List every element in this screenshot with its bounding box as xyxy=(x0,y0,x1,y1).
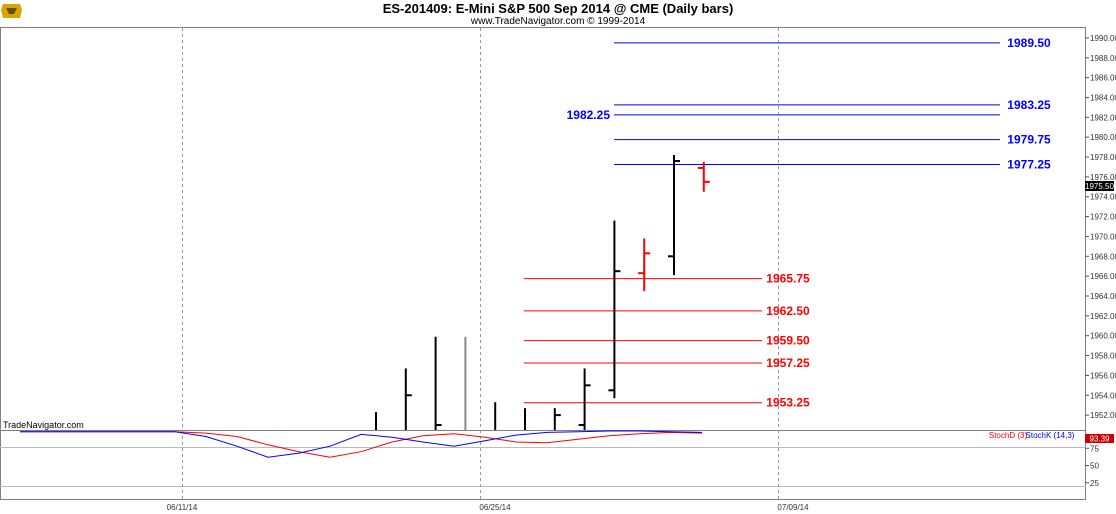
price-tick-label: 1952.00 xyxy=(1090,411,1116,420)
price-tick-label: 1980.00 xyxy=(1090,133,1116,142)
date-tick-label: 06/25/14 xyxy=(479,503,511,512)
blue-level-label: 1977.25 xyxy=(1007,157,1051,171)
price-tick-label: 1972.00 xyxy=(1090,213,1116,222)
price-tick-label: 1970.00 xyxy=(1090,232,1116,241)
last-price-label: 1975.50 xyxy=(1085,182,1114,191)
ohlc-bar xyxy=(608,220,621,399)
price-tick-label: 1990.00 xyxy=(1090,34,1116,43)
stoch-series-line xyxy=(20,431,703,458)
ohlc-bar xyxy=(578,368,591,430)
stochastic-pane: 75 50 25 xyxy=(20,430,1099,488)
chart-title: ES-201409: E-Mini S&P 500 Sep 2014 @ CME… xyxy=(383,1,734,16)
price-tick-label: 1966.00 xyxy=(1090,272,1116,281)
stoch-tick-label: 75 xyxy=(1090,444,1099,453)
ohlc-bar xyxy=(638,238,651,292)
price-tick-label: 1974.00 xyxy=(1090,193,1116,202)
legend-stochd: StochD (3) xyxy=(989,431,1028,440)
watermark: TradeNavigator.com xyxy=(3,420,84,430)
price-tick-label: 1982.00 xyxy=(1090,113,1116,122)
price-tick-label: 1960.00 xyxy=(1090,332,1116,341)
price-levels: 1989.50 1983.25 1982.25 1979.75 1977.25 1965.… xyxy=(524,36,1051,410)
stoch-tick-label: 50 xyxy=(1090,462,1099,471)
red-level-label: 1962.50 xyxy=(766,304,810,318)
blue-level-label: 1989.50 xyxy=(1007,36,1051,50)
chart-subtitle: www.TradeNavigator.com © 1999-2014 xyxy=(470,16,646,27)
price-axis: 1990.00 1988.00 1986.00 1984.00 1982.00 1980.… xyxy=(1085,34,1116,420)
ohlc-bar xyxy=(404,368,412,430)
price-tick-label: 1956.00 xyxy=(1090,371,1116,380)
price-tick-label: 1968.00 xyxy=(1090,252,1116,261)
price-tick-label: 1954.00 xyxy=(1090,391,1116,400)
price-tick-label: 1978.00 xyxy=(1090,153,1116,162)
blue-level-label: 1983.25 xyxy=(1007,98,1051,112)
legend-stochk: StochK (14,3) xyxy=(1026,431,1075,440)
ohlc-bar xyxy=(697,162,710,192)
stoch-value-label: 93.39 xyxy=(1089,435,1110,444)
red-level-label: 1965.75 xyxy=(766,272,810,286)
price-tick-label: 1986.00 xyxy=(1090,74,1116,83)
date-axis: 06/11/14 06/25/14 07/09/14 xyxy=(167,503,809,512)
price-tick-label: 1984.00 xyxy=(1090,93,1116,102)
price-tick-label: 1976.00 xyxy=(1090,173,1116,182)
blue-level-label: 1979.75 xyxy=(1007,133,1051,147)
price-tick-label: 1962.00 xyxy=(1090,312,1116,321)
red-level-label: 1959.50 xyxy=(766,334,810,348)
date-tick-label: 06/11/14 xyxy=(167,503,198,512)
chart-frame xyxy=(0,27,1086,500)
ohlc-bar xyxy=(553,408,561,430)
ohlc-bars xyxy=(375,155,710,430)
red-level-label: 1953.25 xyxy=(766,396,810,410)
ohlc-bar xyxy=(668,155,680,276)
date-tick-label: 07/09/14 xyxy=(777,503,809,512)
stoch-value-badge xyxy=(1085,434,1114,443)
price-tick-label: 1964.00 xyxy=(1090,292,1116,301)
price-tick-label: 1958.00 xyxy=(1090,352,1116,361)
last-price-badge xyxy=(1085,181,1114,191)
price-tick-label: 1988.00 xyxy=(1090,54,1116,63)
stoch-series-line xyxy=(20,430,703,458)
red-level-label: 1957.25 xyxy=(766,356,810,370)
ohlc-bar xyxy=(434,336,442,430)
trade-navigator-logo-icon[interactable] xyxy=(1,4,22,18)
stoch-tick-label: 25 xyxy=(1090,479,1099,488)
blue-level-label: 1982.25 xyxy=(567,108,611,122)
